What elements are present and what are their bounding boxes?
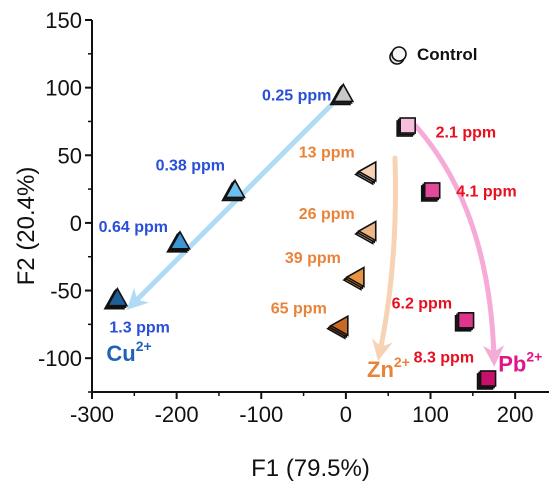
cu-ion-symbol: Cu [106, 341, 135, 366]
y-tick-label: 0 [70, 211, 82, 236]
cu-marker [106, 287, 129, 307]
y-axis-title: F2 (20.4%) [13, 167, 40, 286]
cu-marker [169, 230, 191, 250]
x-tick-label: -300 [70, 402, 114, 427]
zn-marker [357, 220, 377, 242]
pb-point [420, 182, 441, 202]
point-labels: 0.25 ppm 0.38 ppm 0.64 ppm 1.3 ppm 13 ppm 26 … [99, 87, 543, 382]
pb-marker [399, 117, 416, 134]
cu-point-label: 1.3 ppm [109, 320, 169, 337]
cu-ion-charge: 2+ [136, 338, 152, 354]
x-tick-label: -100 [239, 402, 283, 427]
cu-point-label: 0.64 ppm [99, 219, 168, 236]
zn-point [326, 314, 349, 340]
x-tick-label: 200 [497, 402, 534, 427]
cu-point-label: 0.25 ppm [262, 87, 331, 104]
y-tick-label: -100 [38, 346, 82, 371]
zn-marker [357, 160, 377, 183]
y-tick-label: 100 [45, 76, 82, 101]
cu-marker [224, 178, 246, 199]
pb-marker [423, 182, 441, 199]
pb-point-label: 4.1 ppm [456, 183, 516, 200]
y-tick-label: 50 [58, 143, 82, 168]
pb-trend-arrow [412, 123, 505, 367]
x-tick-label: 100 [412, 402, 449, 427]
zn-point [342, 266, 365, 291]
pb-point-label: 2.1 ppm [436, 125, 496, 142]
cu-ion-label: Cu2+ [106, 338, 151, 366]
cu-point-label: 0.38 ppm [156, 157, 225, 174]
zn-point [354, 160, 377, 186]
y-tick-label: 150 [45, 8, 82, 33]
pb-ion-charge: 2+ [526, 349, 542, 365]
x-tick-label: 0 [340, 402, 352, 427]
pb-marker [457, 312, 475, 329]
zn-marker [329, 314, 349, 337]
pb-point [396, 117, 416, 137]
pb-point-label: 8.3 ppm [414, 349, 474, 366]
pb-marker [479, 370, 497, 387]
x-axis-title: F1 (79.5%) [251, 455, 370, 482]
zn-trend-arrow [372, 155, 398, 361]
zn-point-label: 26 ppm [299, 206, 355, 223]
legend-control-label: Control [417, 45, 477, 64]
cu-point [103, 287, 129, 310]
legend-control-marker [391, 46, 407, 62]
pb-point [476, 370, 497, 390]
zn-point-label: 39 ppm [285, 250, 341, 267]
cu-point [166, 230, 191, 253]
pb-ion-symbol: Pb [498, 352, 526, 377]
axes: -300 -200 -100 0 100 200 -100 -50 0 50 100 150 [38, 8, 549, 427]
zn-ion-charge: 2+ [394, 354, 410, 370]
zn-ion-symbol: Zn [367, 357, 394, 382]
y-tick-label: -50 [50, 279, 82, 304]
zn-ion-label: Zn2+ [367, 354, 410, 382]
pb-point [454, 312, 475, 332]
cu-point [221, 178, 246, 202]
zn-point-label: 13 ppm [299, 145, 355, 162]
zn-point-label: 65 ppm [271, 301, 327, 318]
zn-point [354, 220, 377, 245]
cu-marker [332, 82, 355, 103]
zn-marker [345, 266, 365, 288]
cu-point [329, 82, 355, 106]
legend: Control [389, 45, 477, 65]
data-points [103, 82, 497, 390]
pb-ion-label: Pb2+ [498, 349, 542, 377]
pb-point-label: 6.2 ppm [392, 295, 452, 312]
x-tick-label: -200 [155, 402, 199, 427]
